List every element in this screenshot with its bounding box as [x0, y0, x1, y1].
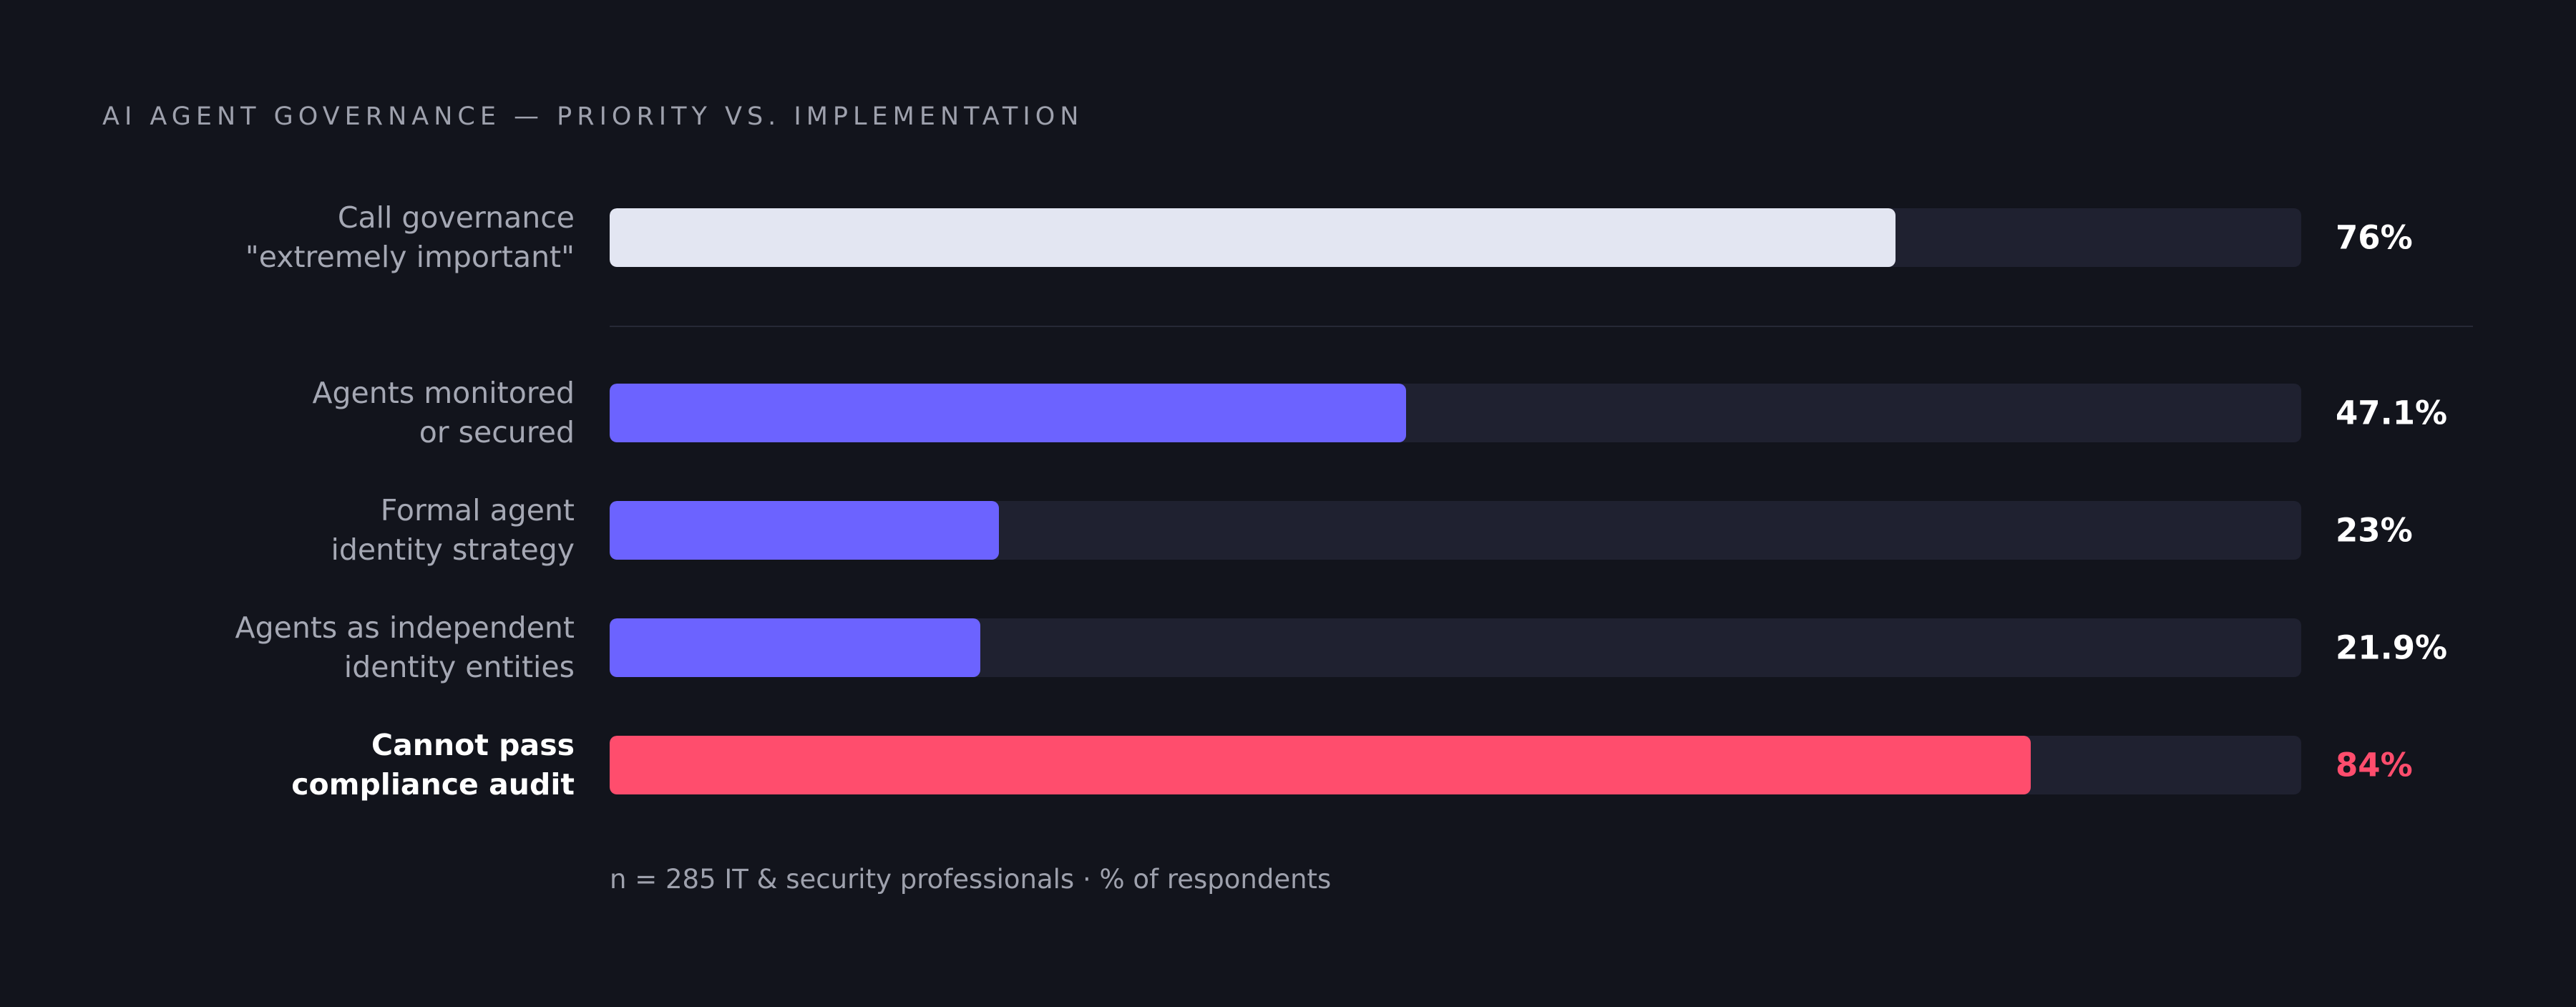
bar-label-line: Agents monitored — [312, 376, 575, 410]
bar-label-line: compliance audit — [291, 767, 575, 802]
bar-label: Formal agent identity strategy — [331, 491, 575, 570]
bar-label-line: Agents as independent — [235, 610, 575, 645]
bar-label-line: or secured — [419, 415, 575, 449]
bar-value-label: 23% — [2336, 511, 2413, 550]
bar — [610, 384, 1407, 442]
bar-label-line: Formal agent — [380, 493, 575, 527]
bar-track — [610, 618, 2301, 677]
bar-label-line: Call governance — [337, 200, 575, 235]
bar-label-line: "extremely important" — [245, 240, 575, 274]
chart-footnote: n = 285 IT & security professionals · % … — [610, 864, 1332, 895]
bar-label: Call governance "extremely important" — [245, 198, 575, 277]
bar-row: Formal agent identity strategy 23% — [0, 493, 2576, 567]
bar-row: Agents monitored or secured 47.1% — [0, 376, 2576, 449]
bar-row: Cannot pass compliance audit 84% — [0, 728, 2576, 802]
bar-track — [610, 736, 2301, 794]
chart-title: AI AGENT GOVERNANCE — PRIORITY VS. IMPLE… — [102, 102, 1084, 131]
bar-row: Call governance "extremely important" 76% — [0, 200, 2576, 274]
bar-label-line: Cannot pass — [371, 728, 575, 762]
bar — [610, 618, 980, 677]
bar-label: Agents monitored or secured — [312, 374, 575, 452]
bar-label-line: identity entities — [343, 650, 575, 684]
bar-value-label: 84% — [2336, 746, 2413, 784]
bar — [610, 208, 1896, 267]
bar-value-label: 21.9% — [2336, 628, 2448, 667]
bar-track — [610, 208, 2301, 267]
bar-track — [610, 384, 2301, 442]
bar-track — [610, 501, 2301, 560]
bar — [610, 736, 2031, 794]
bar-label: Cannot pass compliance audit — [291, 726, 575, 804]
bar-label: Agents as independent identity entities — [235, 608, 575, 687]
bar-value-label: 47.1% — [2336, 394, 2448, 432]
bar — [610, 501, 999, 560]
bar-value-label: 76% — [2336, 218, 2413, 257]
bar-label-line: identity strategy — [331, 532, 575, 567]
group-divider — [610, 326, 2473, 327]
bar-row: Agents as independent identity entities 21… — [0, 610, 2576, 684]
